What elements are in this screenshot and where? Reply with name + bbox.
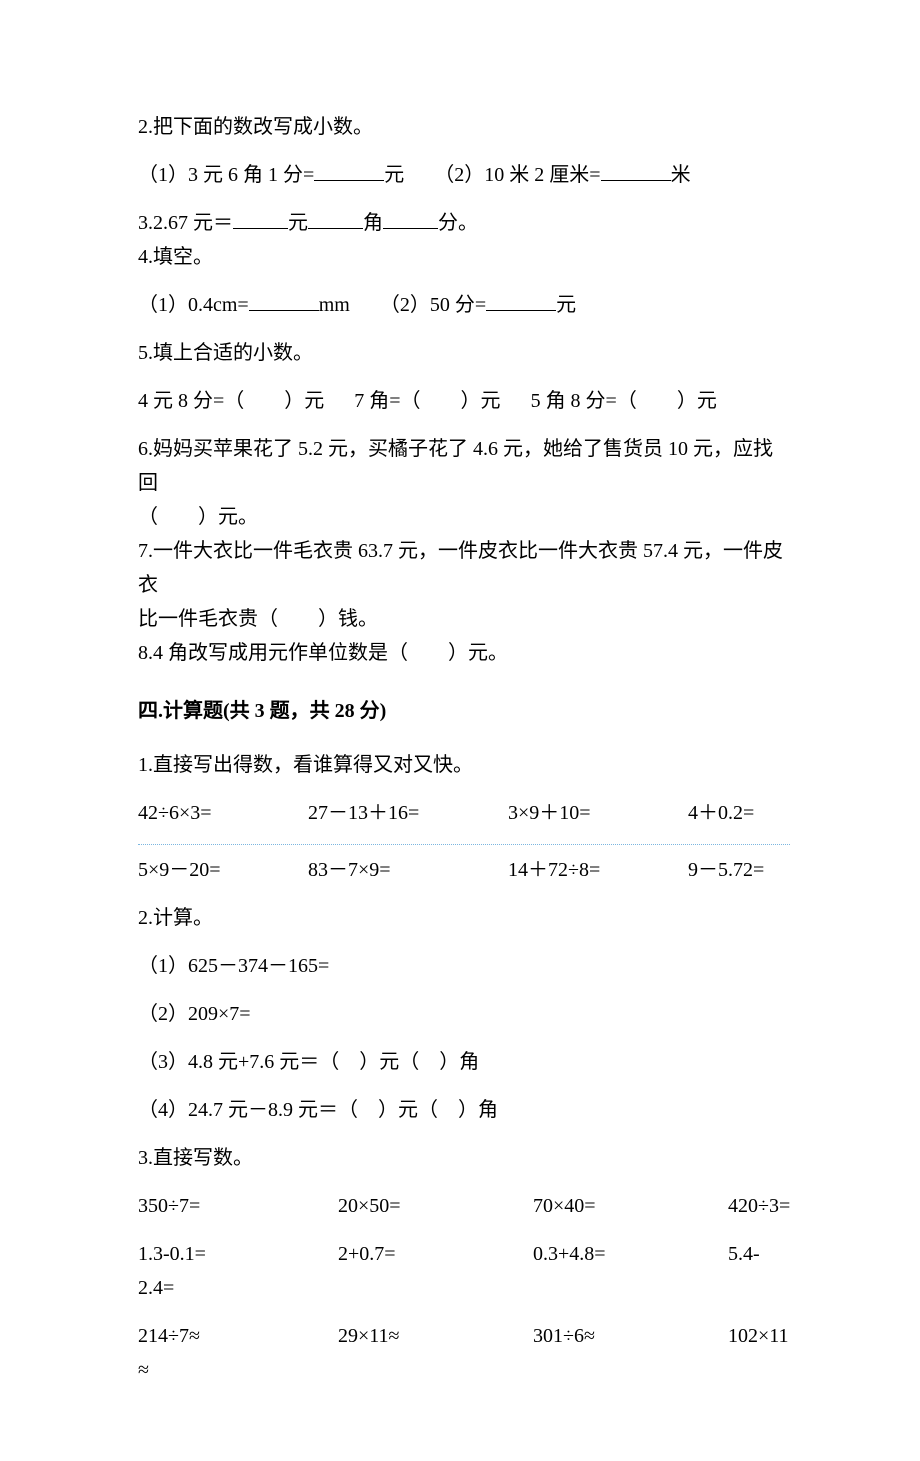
q2-a-blank xyxy=(314,160,384,181)
expr: 9－5.72= xyxy=(688,853,764,887)
q6-l1: 6.妈妈买苹果花了 5.2 元，买橘子花了 4.6 元，她给了售货员 10 元，… xyxy=(138,432,790,500)
q4-b-unit: 元 xyxy=(556,294,576,316)
q2-b-prefix: （2）10 米 2 厘米= xyxy=(434,164,600,186)
expr: 70×40= xyxy=(533,1189,728,1223)
q6-l2: （ ）元。 xyxy=(138,500,790,534)
q3-u1: 元 xyxy=(288,212,308,234)
expr: 83－7×9= xyxy=(308,853,508,887)
q4-parts: （1）0.4cm= mm （2）50 分= 元 xyxy=(138,288,790,322)
expr: 2+0.7= xyxy=(338,1237,533,1271)
s4-p3-row3a: 214÷7≈ 29×11≈ 301÷6≈ 102×11 xyxy=(138,1319,790,1353)
expr: 14＋72÷8= xyxy=(508,853,688,887)
q3-blank3 xyxy=(383,208,438,229)
expr: 20×50= xyxy=(338,1189,533,1223)
q2-b-unit: 米 xyxy=(671,164,691,186)
expr: 420÷3= xyxy=(728,1189,790,1223)
s4-p1-row2: 5×9－20= 83－7×9= 14＋72÷8= 9－5.72= xyxy=(138,853,790,887)
s4-p3-stem: 3.直接写数。 xyxy=(138,1141,790,1175)
expr: 0.3+4.8= xyxy=(533,1237,728,1271)
expr: 27－13＋16= xyxy=(308,796,508,830)
expr: 29×11≈ xyxy=(338,1319,533,1353)
q4-b-blank xyxy=(486,290,556,311)
q5-items: 4 元 8 分=（ ）元 7 角=（ ）元 5 角 8 分=（ ）元 xyxy=(138,384,790,418)
document-page: 2.把下面的数改写成小数。 （1）3 元 6 角 1 分= 元 （2）10 米 2… xyxy=(0,0,920,1461)
q5-stem: 5.填上合适的小数。 xyxy=(138,336,790,370)
expr: 3×9＋10= xyxy=(508,796,688,830)
q4-stem: 4.填空。 xyxy=(138,240,790,274)
expr: 5.4- xyxy=(728,1237,760,1271)
q2-b-blank xyxy=(601,160,671,181)
q4-a-blank xyxy=(249,290,319,311)
expr: 42÷6×3= xyxy=(138,796,308,830)
q2-stem: 2.把下面的数改写成小数。 xyxy=(138,110,790,144)
s4-p2-a: （1）625－374－165= xyxy=(138,949,790,983)
s4-p2-b: （2）209×7= xyxy=(138,997,790,1031)
s4-p2-c: （3）4.8 元+7.6 元＝（ ）元（ ）角 xyxy=(138,1045,790,1079)
q3-blank1 xyxy=(233,208,288,229)
s4-p1-stem: 1.直接写出得数，看谁算得又对又快。 xyxy=(138,748,790,782)
expr: 1.3-0.1= xyxy=(138,1237,338,1271)
q2-a-unit: 元 xyxy=(384,164,404,186)
q5-b: 7 角=（ ）元 xyxy=(354,390,500,412)
section-4-title: 四.计算题(共 3 题，共 28 分) xyxy=(138,694,790,728)
q8: 8.4 角改写成用元作单位数是（ ）元。 xyxy=(138,636,790,670)
q5-c: 5 角 8 分=（ ）元 xyxy=(531,390,717,412)
expr: 350÷7= xyxy=(138,1189,338,1223)
expr: 4＋0.2= xyxy=(688,796,754,830)
q3: 3.2.67 元＝ 元 角 分。 xyxy=(138,206,790,240)
q2-parts: （1）3 元 6 角 1 分= 元 （2）10 米 2 厘米= 米 xyxy=(138,158,790,192)
q4-a-prefix: （1）0.4cm= xyxy=(138,294,249,316)
expr: 301÷6≈ xyxy=(533,1319,728,1353)
s4-p2-stem: 2.计算。 xyxy=(138,901,790,935)
q7-l2: 比一件毛衣贵（ ）钱。 xyxy=(138,602,790,636)
q4-b-prefix: （2）50 分= xyxy=(380,294,486,316)
s4-p3-row3b: ≈ xyxy=(138,1353,790,1387)
s4-p1-row1: 42÷6×3= 27－13＋16= 3×9＋10= 4＋0.2= xyxy=(138,796,790,830)
q5-a: 4 元 8 分=（ ）元 xyxy=(138,390,324,412)
s4-p2-d: （4）24.7 元－8.9 元＝（ ）元（ ）角 xyxy=(138,1093,790,1127)
q2-a-prefix: （1）3 元 6 角 1 分= xyxy=(138,164,314,186)
q3-u2: 角 xyxy=(363,212,383,234)
s4-p3-row2a: 1.3-0.1= 2+0.7= 0.3+4.8= 5.4- xyxy=(138,1237,790,1271)
expr: 102×11 xyxy=(728,1319,789,1353)
q4-a-unit: mm xyxy=(319,294,350,316)
expr: 214÷7≈ xyxy=(138,1319,338,1353)
q3-blank2 xyxy=(308,208,363,229)
dotted-separator xyxy=(138,844,790,845)
s4-p3-row1: 350÷7= 20×50= 70×40= 420÷3= xyxy=(138,1189,790,1223)
q7-l1: 7.一件大衣比一件毛衣贵 63.7 元，一件皮衣比一件大衣贵 57.4 元，一件… xyxy=(138,534,790,602)
s4-p3-row2b: 2.4= xyxy=(138,1271,790,1305)
expr: 5×9－20= xyxy=(138,853,308,887)
q3-u3: 分。 xyxy=(438,212,478,234)
q3-prefix: 3.2.67 元＝ xyxy=(138,212,233,234)
